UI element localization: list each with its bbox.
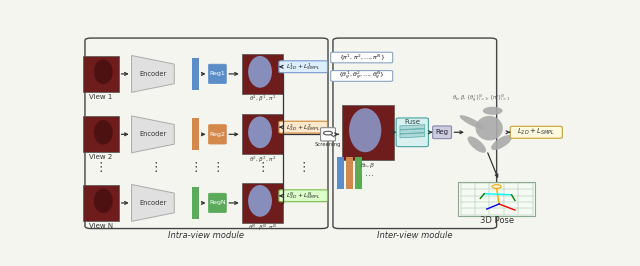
Ellipse shape	[94, 60, 113, 84]
Text: View N: View N	[89, 223, 113, 229]
Text: Reg1: Reg1	[209, 71, 225, 76]
FancyBboxPatch shape	[321, 128, 335, 141]
Bar	[346, 157, 353, 189]
Polygon shape	[400, 133, 425, 138]
Bar	[355, 157, 362, 189]
Bar	[193, 118, 199, 150]
Ellipse shape	[468, 136, 486, 153]
FancyBboxPatch shape	[331, 52, 393, 63]
Text: Encoder: Encoder	[140, 131, 166, 137]
Text: $\theta^N, \beta^N, \pi^N$: $\theta^N, \beta^N, \pi^N$	[248, 223, 277, 233]
Text: Intra-view module: Intra-view module	[168, 231, 244, 240]
Text: View 1: View 1	[89, 94, 113, 100]
Text: Encoder: Encoder	[140, 200, 166, 206]
FancyBboxPatch shape	[396, 118, 428, 147]
Ellipse shape	[476, 116, 503, 140]
Text: Reg2: Reg2	[209, 132, 225, 137]
Text: $L_{2D} + L_{SMPL}$: $L_{2D} + L_{SMPL}$	[517, 127, 556, 137]
Polygon shape	[132, 116, 174, 153]
FancyBboxPatch shape	[209, 193, 227, 213]
Text: $\theta^1, \beta^1, \pi^1$: $\theta^1, \beta^1, \pi^1$	[249, 94, 276, 104]
Ellipse shape	[94, 189, 113, 213]
Text: $\theta_b, \beta, \{\theta^i_g\}^N_{i=1}, \{\pi^i\}^N_{i=1}$: $\theta_b, \beta, \{\theta^i_g\}^N_{i=1}…	[452, 93, 510, 105]
Text: $\{\pi^1, \pi^2, \ldots, \pi^N\}$: $\{\pi^1, \pi^2, \ldots, \pi^N\}$	[339, 53, 385, 62]
Text: ⋮: ⋮	[149, 161, 162, 174]
Text: View 2: View 2	[89, 154, 113, 160]
Bar	[342, 105, 394, 160]
Bar	[242, 114, 283, 154]
Bar	[83, 185, 118, 221]
Ellipse shape	[460, 115, 484, 129]
FancyBboxPatch shape	[209, 64, 227, 84]
FancyBboxPatch shape	[279, 190, 328, 202]
Text: $\{\theta^1_g, \theta^2_g, \ldots, \theta^N_g\}$: $\{\theta^1_g, \theta^2_g, \ldots, \thet…	[339, 70, 385, 82]
FancyBboxPatch shape	[510, 126, 563, 138]
Text: $L^2_{2D} + L^2_{SMPL}$: $L^2_{2D} + L^2_{SMPL}$	[286, 122, 321, 132]
Ellipse shape	[248, 117, 272, 148]
Bar	[458, 182, 535, 216]
Bar	[337, 157, 344, 189]
Text: ⋮: ⋮	[256, 161, 269, 174]
Text: ⋮: ⋮	[95, 161, 107, 174]
FancyBboxPatch shape	[279, 121, 328, 133]
FancyBboxPatch shape	[433, 126, 451, 139]
FancyBboxPatch shape	[279, 61, 328, 73]
Text: ⋮: ⋮	[211, 161, 223, 174]
Text: Reg: Reg	[436, 129, 449, 135]
Polygon shape	[400, 129, 425, 134]
Text: ⋮: ⋮	[297, 161, 310, 174]
Text: Screening: Screening	[315, 142, 341, 147]
Ellipse shape	[248, 185, 272, 217]
Bar	[242, 183, 283, 223]
Bar	[83, 117, 118, 152]
Bar	[83, 56, 118, 92]
Text: RegN: RegN	[209, 201, 226, 205]
Text: Inter-view module: Inter-view module	[377, 231, 452, 240]
Ellipse shape	[491, 135, 512, 150]
Ellipse shape	[349, 108, 381, 152]
Polygon shape	[132, 185, 174, 221]
Text: $L^N_{2D} + L^N_{SMPL}$: $L^N_{2D} + L^N_{SMPL}$	[286, 190, 321, 201]
Text: ⋮: ⋮	[189, 161, 202, 174]
Bar	[193, 58, 199, 90]
FancyBboxPatch shape	[209, 124, 227, 144]
Text: $L^1_{2D} + L^1_{SMPL}$: $L^1_{2D} + L^1_{SMPL}$	[286, 61, 321, 72]
Polygon shape	[132, 56, 174, 92]
Bar	[193, 187, 199, 219]
Bar	[242, 54, 283, 94]
Text: ...: ...	[365, 168, 374, 178]
Circle shape	[483, 107, 502, 115]
Text: 3D Pose: 3D Pose	[479, 216, 514, 225]
Text: Fuse: Fuse	[404, 119, 420, 126]
Text: $\theta^2, \beta^2, \pi^2$: $\theta^2, \beta^2, \pi^2$	[249, 154, 276, 165]
Ellipse shape	[248, 56, 272, 88]
Text: Encoder: Encoder	[140, 71, 166, 77]
FancyBboxPatch shape	[331, 71, 393, 81]
Polygon shape	[400, 125, 425, 130]
Text: $\theta_b, \beta$: $\theta_b, \beta$	[360, 161, 376, 170]
Ellipse shape	[94, 120, 113, 144]
